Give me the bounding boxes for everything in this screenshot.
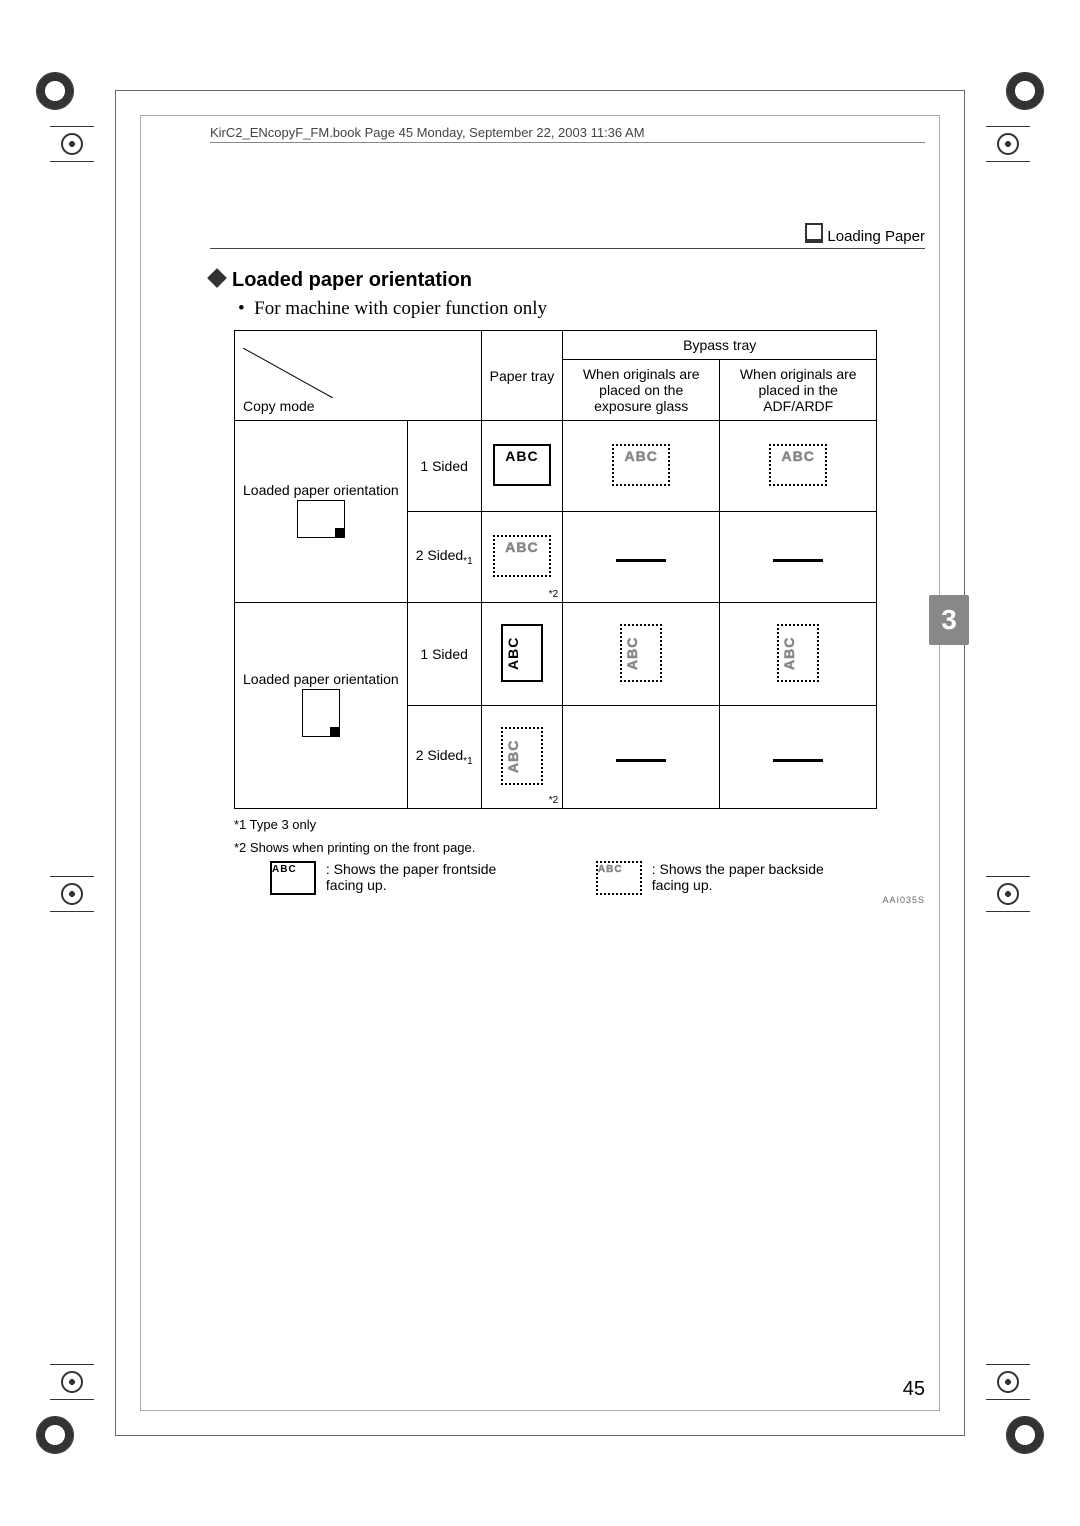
footnote-ref-2: *2 (549, 795, 558, 806)
manual-icon (805, 223, 823, 243)
register-mark-icon (50, 1358, 94, 1406)
mini-page-landscape-icon (297, 500, 345, 538)
not-applicable-icon (773, 759, 823, 762)
page-root: KirC2_ENcopyF_FM.book Page 45 Monday, Se… (0, 0, 1080, 1526)
not-applicable-icon (616, 759, 666, 762)
one-sided-label: 1 Sided (407, 421, 481, 512)
cropmark-icon (1006, 72, 1044, 110)
diagonal-header-cell (243, 348, 333, 398)
row-label-landscape: Loaded paper orientation (235, 421, 408, 603)
paper-back-landscape-icon: ABC (612, 444, 670, 486)
cropmark-icon (1006, 1416, 1044, 1454)
paper-back-landscape-icon: ABC (769, 444, 827, 486)
register-mark-icon (986, 870, 1030, 918)
paper-back-portrait-icon: ABC (620, 624, 662, 682)
cropmark-icon (36, 1416, 74, 1454)
paper-front-portrait-icon: ABC (501, 624, 543, 682)
orientation-table: Copy mode Paper tray Bypass tray When or… (234, 330, 877, 809)
diamond-bullet-icon (207, 268, 227, 288)
bullet-text: For machine with copier function only (254, 298, 547, 319)
footnote-ref-2: *2 (549, 589, 558, 600)
content-area: KirC2_ENcopyF_FM.book Page 45 Monday, Se… (210, 125, 925, 1401)
not-applicable-icon (773, 559, 823, 562)
legend-row: ABC : Shows the paper frontside facing u… (270, 861, 925, 895)
paper-back-portrait-icon: ABC (777, 624, 819, 682)
register-mark-icon (986, 1358, 1030, 1406)
page-header-line: KirC2_ENcopyF_FM.book Page 45 Monday, Se… (210, 125, 925, 143)
register-mark-icon (50, 870, 94, 918)
paper-front-landscape-icon: ABC (493, 444, 551, 486)
footnote-2: *2 Shows when printing on the front page… (234, 840, 925, 855)
row-label-portrait: Loaded paper orientation (235, 603, 408, 809)
section-bullet: • For machine with copier function only (238, 298, 925, 320)
paper-tray-header: Paper tray (481, 331, 563, 421)
cropmark-icon (36, 72, 74, 110)
two-sided-label: 2 Sided*1 (407, 706, 481, 809)
bypass-col1-header: When originals are placed on the exposur… (563, 360, 720, 421)
legend-front-text: : Shows the paper frontside facing up. (326, 861, 506, 893)
running-head: Loading Paper (210, 223, 925, 249)
footnote-1: *1 Type 3 only (234, 817, 925, 832)
copy-mode-label: Copy mode (243, 398, 315, 414)
register-mark-icon (986, 120, 1030, 168)
two-sided-label: 2 Sided*1 (407, 512, 481, 603)
register-mark-icon (50, 120, 94, 168)
not-applicable-icon (616, 559, 666, 562)
legend-back: ABC : Shows the paper backside facing up… (596, 861, 832, 895)
one-sided-label: 1 Sided (407, 603, 481, 706)
chapter-tab: 3 (929, 595, 969, 645)
figure-ref-code: AAI035S (210, 895, 925, 905)
running-head-text: Loading Paper (827, 228, 925, 245)
page-number: 45 (903, 1378, 925, 1401)
legend-front-icon: ABC (270, 861, 316, 895)
mini-page-portrait-icon (302, 689, 340, 737)
paper-back-portrait-icon: ABC (501, 727, 543, 785)
paper-back-landscape-icon: ABC (493, 535, 551, 577)
bypass-tray-header: Bypass tray (563, 331, 877, 360)
legend-back-icon: ABC (596, 861, 642, 895)
legend-front: ABC : Shows the paper frontside facing u… (270, 861, 506, 895)
orientation-table-wrap: Copy mode Paper tray Bypass tray When or… (234, 330, 925, 809)
section-heading-text: Loaded paper orientation (232, 269, 472, 291)
legend-back-text: : Shows the paper backside facing up. (652, 861, 832, 893)
section-heading: Loaded paper orientation (210, 269, 925, 292)
bypass-col2-header: When originals are placed in the ADF/ARD… (720, 360, 877, 421)
